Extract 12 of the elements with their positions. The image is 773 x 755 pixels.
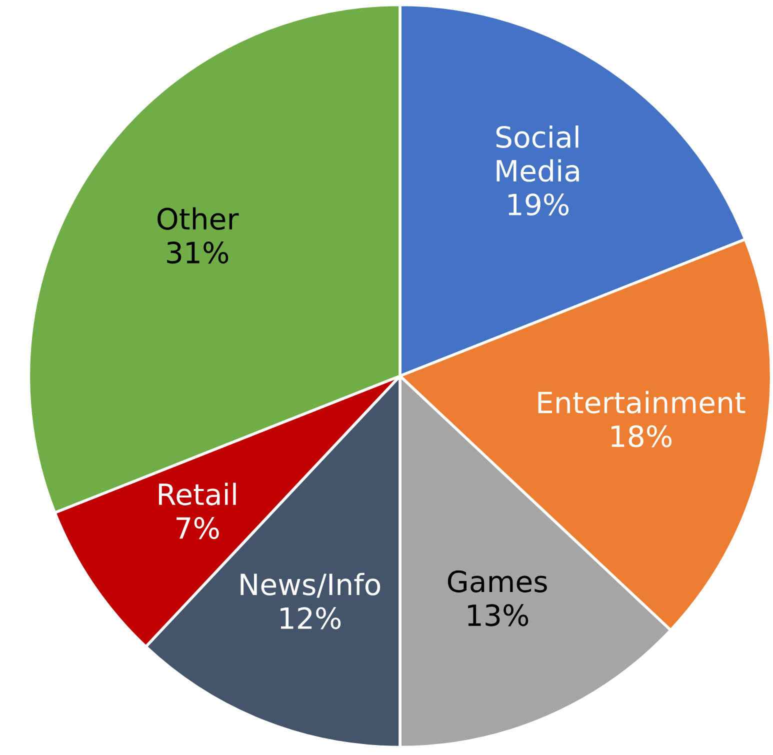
data-label: 19% — [508, 193, 569, 216]
slice-label: Entertainment — [538, 390, 746, 414]
data-label: 7% — [176, 517, 219, 540]
data-label: 31% — [167, 242, 228, 264]
slice-label: News/Info — [240, 572, 380, 598]
slice-label: Social Media — [496, 125, 579, 182]
slice-label: Other — [158, 207, 239, 230]
data-label: 13% — [468, 604, 528, 626]
data-label: 18% — [612, 425, 672, 448]
data-label: 12% — [280, 607, 341, 630]
slice-label: Games — [448, 570, 547, 592]
slice-label: Retail — [158, 482, 236, 506]
